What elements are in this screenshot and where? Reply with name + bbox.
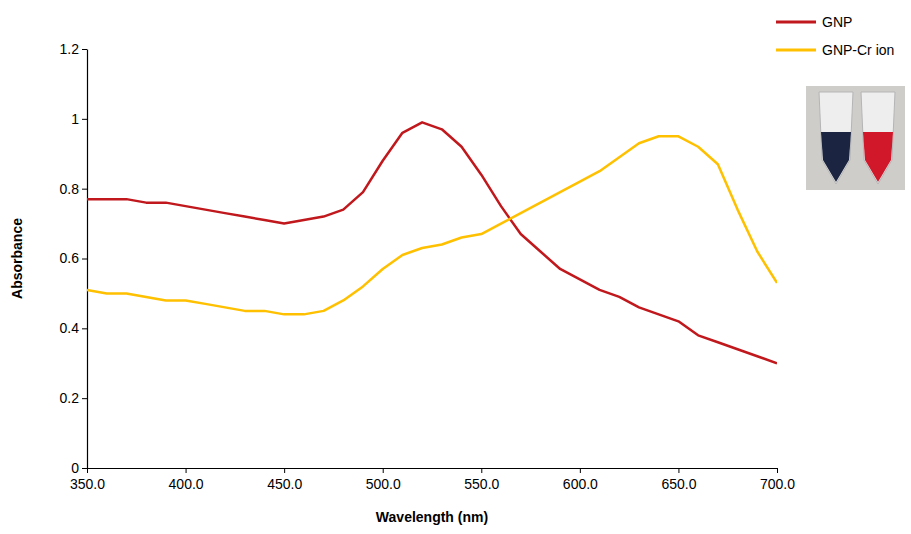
y-tick: 0 xyxy=(71,460,87,476)
y-tick-mark xyxy=(82,328,87,329)
y-tick-label: 1 xyxy=(71,111,79,127)
x-tick-label: 450.0 xyxy=(267,476,302,492)
y-axis-line xyxy=(87,50,88,469)
legend-label: GNP-Cr ion xyxy=(822,42,894,58)
legend-label: GNP xyxy=(822,14,852,30)
y-tick-label: 0.4 xyxy=(60,320,80,336)
x-tick-mark xyxy=(186,468,187,473)
y-tick-mark xyxy=(82,189,87,190)
x-tick: 650.0 xyxy=(661,468,696,492)
legend-swatch xyxy=(776,21,816,24)
x-tick-label: 550.0 xyxy=(464,476,499,492)
x-tick: 450.0 xyxy=(267,468,302,492)
x-tick-mark xyxy=(777,468,778,473)
y-tick: 0.4 xyxy=(60,320,87,336)
x-tick: 400.0 xyxy=(169,468,204,492)
y-tick-label: 0.2 xyxy=(60,390,80,406)
x-tick-label: 600.0 xyxy=(563,476,598,492)
photo-background xyxy=(806,86,905,190)
x-tick: 500.0 xyxy=(366,468,401,492)
y-tick-mark xyxy=(82,49,87,50)
x-tick-label: 350.0 xyxy=(70,476,105,492)
x-tick-label: 500.0 xyxy=(366,476,401,492)
y-tick-label: 0 xyxy=(71,460,79,476)
plot-area xyxy=(87,122,777,363)
y-axis: 0 0.2 0.4 0.6 0.8 1 1.2 xyxy=(60,41,88,476)
tube-liquid xyxy=(863,132,893,182)
x-tick-mark xyxy=(87,468,88,473)
x-axis-line xyxy=(88,468,778,469)
x-tick-mark xyxy=(383,468,384,473)
series-line xyxy=(87,122,777,363)
y-tick-mark xyxy=(82,119,87,120)
tube-liquid xyxy=(821,132,851,182)
x-tick-mark xyxy=(481,468,482,473)
y-tick-label: 0.6 xyxy=(60,250,80,266)
tube xyxy=(861,92,895,184)
x-tick: 550.0 xyxy=(464,468,499,492)
y-tick: 0.8 xyxy=(60,181,87,197)
y-tick: 0.6 xyxy=(60,250,87,266)
x-tick-mark xyxy=(580,468,581,473)
y-tick-label: 0.8 xyxy=(60,181,80,197)
y-tick-mark xyxy=(82,468,87,469)
x-tick-mark xyxy=(284,468,285,473)
legend-swatch xyxy=(776,49,816,52)
y-tick: 1.2 xyxy=(60,41,87,57)
y-tick-label: 1.2 xyxy=(60,41,80,57)
y-tick-mark xyxy=(82,259,87,260)
x-tick: 700.0 xyxy=(760,468,795,492)
x-tick-mark xyxy=(678,468,679,473)
y-axis-title: Absorbance xyxy=(9,218,25,299)
inset-photo xyxy=(806,86,905,190)
x-tick-label: 400.0 xyxy=(169,476,204,492)
y-tick: 1 xyxy=(71,111,87,127)
chart: 350.0 400.0 450.0 500.0 550.0 600.0 650.0 700.0… xyxy=(0,0,911,534)
y-tick-mark xyxy=(82,398,87,399)
legend: GNP GNP-Cr ion xyxy=(776,14,894,58)
tube xyxy=(819,92,853,184)
x-axis: 350.0 400.0 450.0 500.0 550.0 600.0 650.0 700.0 xyxy=(70,468,795,492)
x-tick-label: 700.0 xyxy=(760,476,795,492)
series-line xyxy=(87,136,777,314)
y-tick: 0.2 xyxy=(60,390,87,406)
x-tick-label: 650.0 xyxy=(661,476,696,492)
x-tick: 600.0 xyxy=(563,468,598,492)
x-axis-title: Wavelength (nm) xyxy=(376,509,488,525)
